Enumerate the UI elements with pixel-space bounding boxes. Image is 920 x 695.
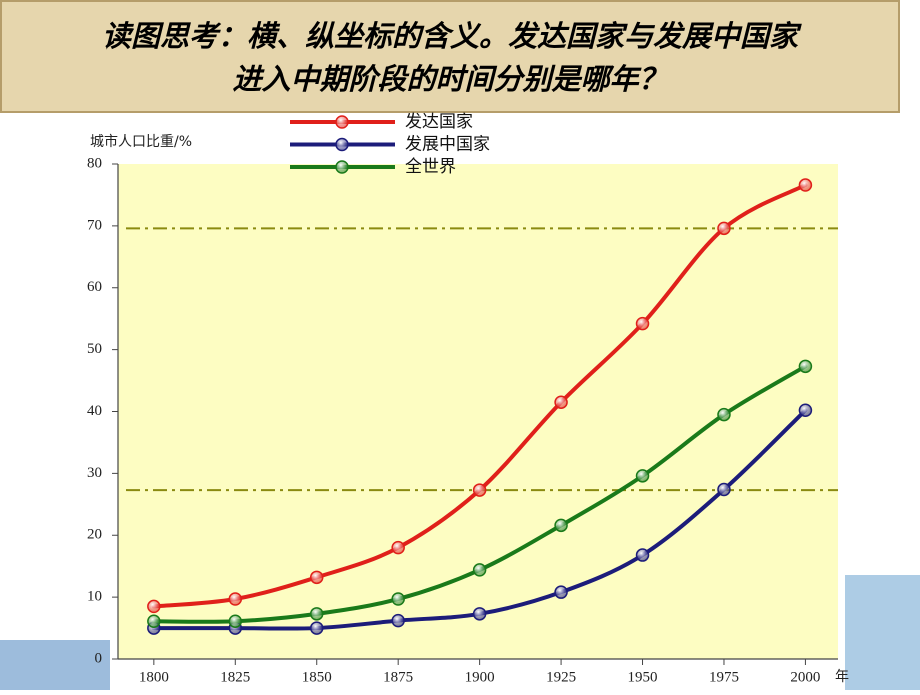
y-tick-label: 60 — [87, 279, 102, 295]
data-point — [717, 407, 731, 422]
x-tick-label: 1875 — [383, 669, 413, 685]
data-point — [472, 607, 487, 621]
legend-marker — [335, 115, 349, 129]
data-point — [798, 359, 813, 374]
data-point — [717, 482, 731, 497]
y-tick-label: 50 — [87, 341, 102, 357]
data-point — [472, 483, 487, 497]
data-point — [228, 592, 243, 606]
title-line: 进入中期阶段的时间分别是哪年？ — [232, 62, 667, 96]
data-point — [717, 221, 731, 236]
y-tick-label: 70 — [87, 217, 102, 233]
x-tick-label: 1975 — [709, 669, 739, 685]
data-point — [554, 518, 568, 533]
legend-label: 发达国家 — [405, 112, 473, 132]
legend-label: 发展中国家 — [405, 135, 490, 155]
y-tick-label: 40 — [87, 403, 102, 419]
x-tick-label: 2000 — [790, 669, 820, 685]
x-tick-label: 1950 — [628, 669, 658, 685]
data-point — [554, 585, 568, 599]
data-point — [635, 316, 650, 331]
decor-strip — [0, 640, 110, 690]
x-tick-label: 1825 — [220, 669, 250, 685]
data-point — [635, 469, 650, 483]
data-point — [391, 540, 405, 555]
title-line: 读图思考：横、纵坐标的含义。发达国家与发展中国家 — [102, 19, 802, 53]
legend-label: 全世界 — [405, 157, 456, 177]
x-tick-label: 1925 — [546, 669, 576, 685]
title-box — [0, 0, 900, 113]
y-axis-label: 城市人口比重/% — [90, 133, 192, 150]
data-point — [472, 563, 487, 577]
decor-image — [845, 575, 920, 690]
legend-marker — [335, 137, 349, 152]
data-point — [228, 614, 243, 629]
data-point — [391, 592, 405, 606]
y-tick-label: 80 — [87, 155, 102, 171]
y-tick-label: 30 — [87, 465, 102, 481]
data-point — [309, 621, 324, 635]
y-tick-label: 0 — [95, 650, 103, 666]
x-tick-label: 1850 — [302, 669, 332, 685]
y-tick-label: 20 — [87, 527, 102, 543]
data-point — [147, 599, 161, 614]
y-tick-label: 10 — [87, 589, 102, 605]
data-point — [798, 403, 813, 418]
legend-marker — [335, 160, 349, 174]
x-tick-label: 1800 — [139, 669, 169, 685]
data-point — [391, 613, 405, 628]
data-point — [798, 178, 813, 192]
x-tick-label: 1900 — [465, 669, 495, 685]
data-point — [635, 548, 650, 562]
data-point — [309, 570, 324, 585]
data-point — [147, 614, 161, 629]
x-axis-label: 年 — [835, 669, 849, 685]
data-point — [554, 395, 568, 409]
data-point — [309, 607, 324, 621]
